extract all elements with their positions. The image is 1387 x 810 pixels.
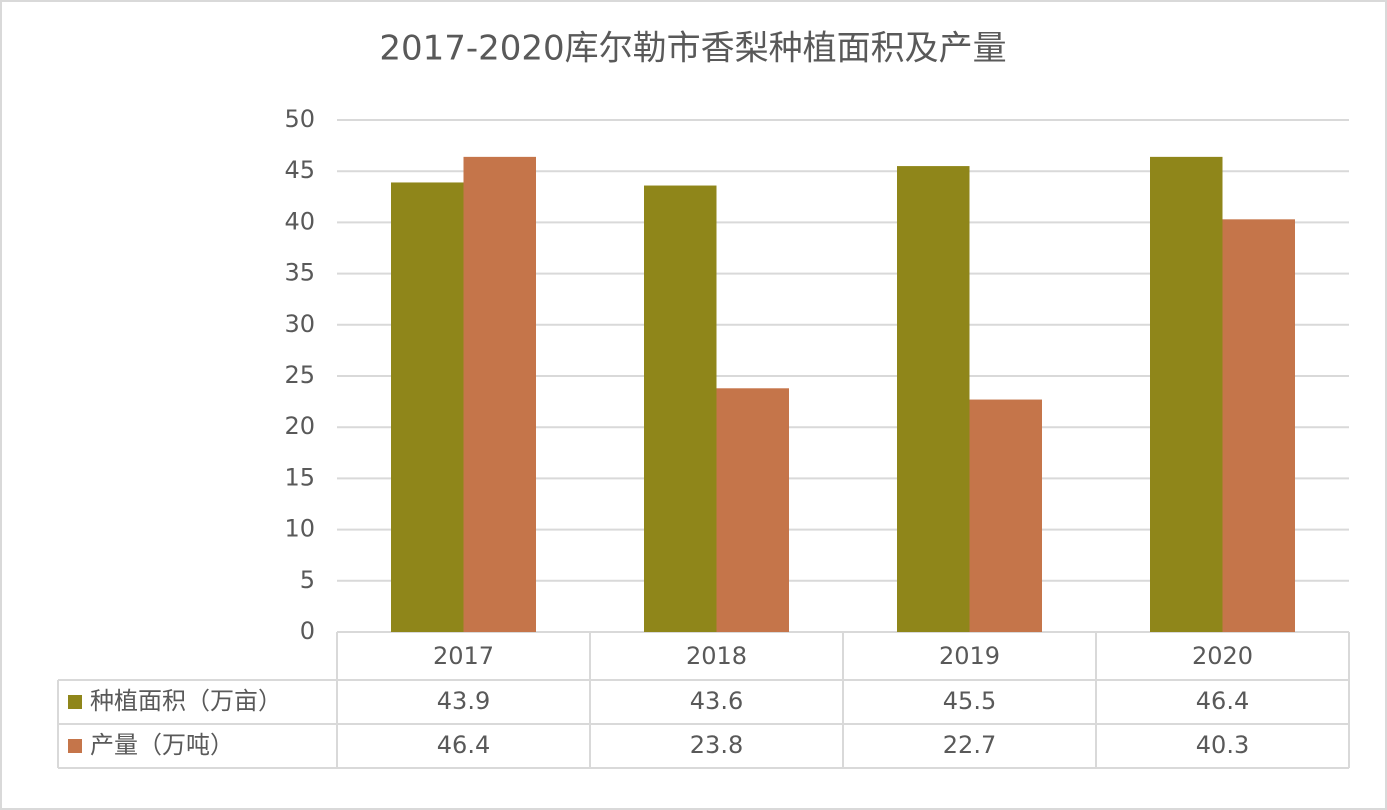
table-value: 46.4 xyxy=(1196,687,1249,715)
chart-title: 2017-2020库尔勒市香梨种植面积及产量 xyxy=(379,29,1006,69)
bar xyxy=(391,182,464,633)
bar xyxy=(1222,219,1295,632)
bar xyxy=(463,156,536,632)
x-tick-label: 2019 xyxy=(939,642,1000,670)
table-value: 43.9 xyxy=(437,687,490,715)
y-tick-label: 40 xyxy=(284,207,315,235)
y-tick-label: 50 xyxy=(284,105,315,133)
table-value: 22.7 xyxy=(943,731,996,759)
table-value: 43.6 xyxy=(690,687,743,715)
y-tick-label: 0 xyxy=(300,617,315,645)
legend-label: 产量（万吨） xyxy=(90,731,234,759)
x-tick-label: 2020 xyxy=(1192,642,1253,670)
bar xyxy=(969,399,1042,632)
x-tick-label: 2017 xyxy=(433,642,494,670)
y-tick-label: 5 xyxy=(300,566,315,594)
x-tick-label: 2018 xyxy=(686,642,747,670)
legend-label: 种植面积（万亩） xyxy=(90,687,282,715)
bar xyxy=(716,388,789,632)
y-tick-label: 35 xyxy=(284,259,315,287)
y-tick-label: 25 xyxy=(284,361,315,389)
table-value: 23.8 xyxy=(690,731,743,759)
y-tick-label: 45 xyxy=(284,156,315,184)
table-value: 45.5 xyxy=(943,687,996,715)
y-tick-label: 10 xyxy=(284,515,315,543)
y-tick-label: 20 xyxy=(284,412,315,440)
table-value: 46.4 xyxy=(437,731,490,759)
y-tick-label: 30 xyxy=(284,310,315,338)
bar xyxy=(1150,156,1223,632)
y-tick-label: 15 xyxy=(284,463,315,491)
table-value: 40.3 xyxy=(1196,731,1249,759)
bar xyxy=(644,185,717,632)
legend-key xyxy=(68,695,82,709)
bar xyxy=(897,166,970,632)
legend-key xyxy=(68,739,82,753)
